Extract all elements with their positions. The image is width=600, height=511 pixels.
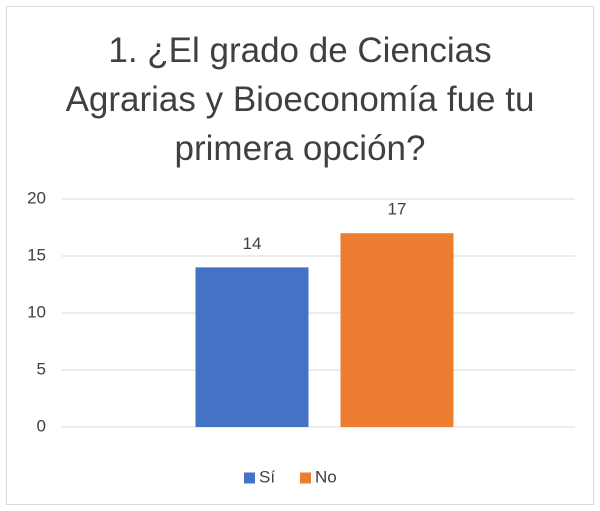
y-tick-label: 10 xyxy=(27,302,46,321)
legend-label: No xyxy=(315,467,337,486)
bar xyxy=(340,233,454,427)
y-tick-label: 15 xyxy=(27,245,46,264)
legend-label: Sí xyxy=(259,467,275,486)
y-tick-label: 5 xyxy=(37,359,46,378)
bar xyxy=(195,267,309,427)
legend-swatch xyxy=(300,472,311,484)
legend-swatch xyxy=(244,472,255,484)
data-label: 17 xyxy=(388,200,407,219)
chart-title: 1. ¿El grado de Ciencias Agrarias y Bioe… xyxy=(65,31,535,168)
y-tick-label: 20 xyxy=(27,188,46,207)
y-tick-label: 0 xyxy=(37,416,46,435)
data-label: 14 xyxy=(243,234,262,253)
